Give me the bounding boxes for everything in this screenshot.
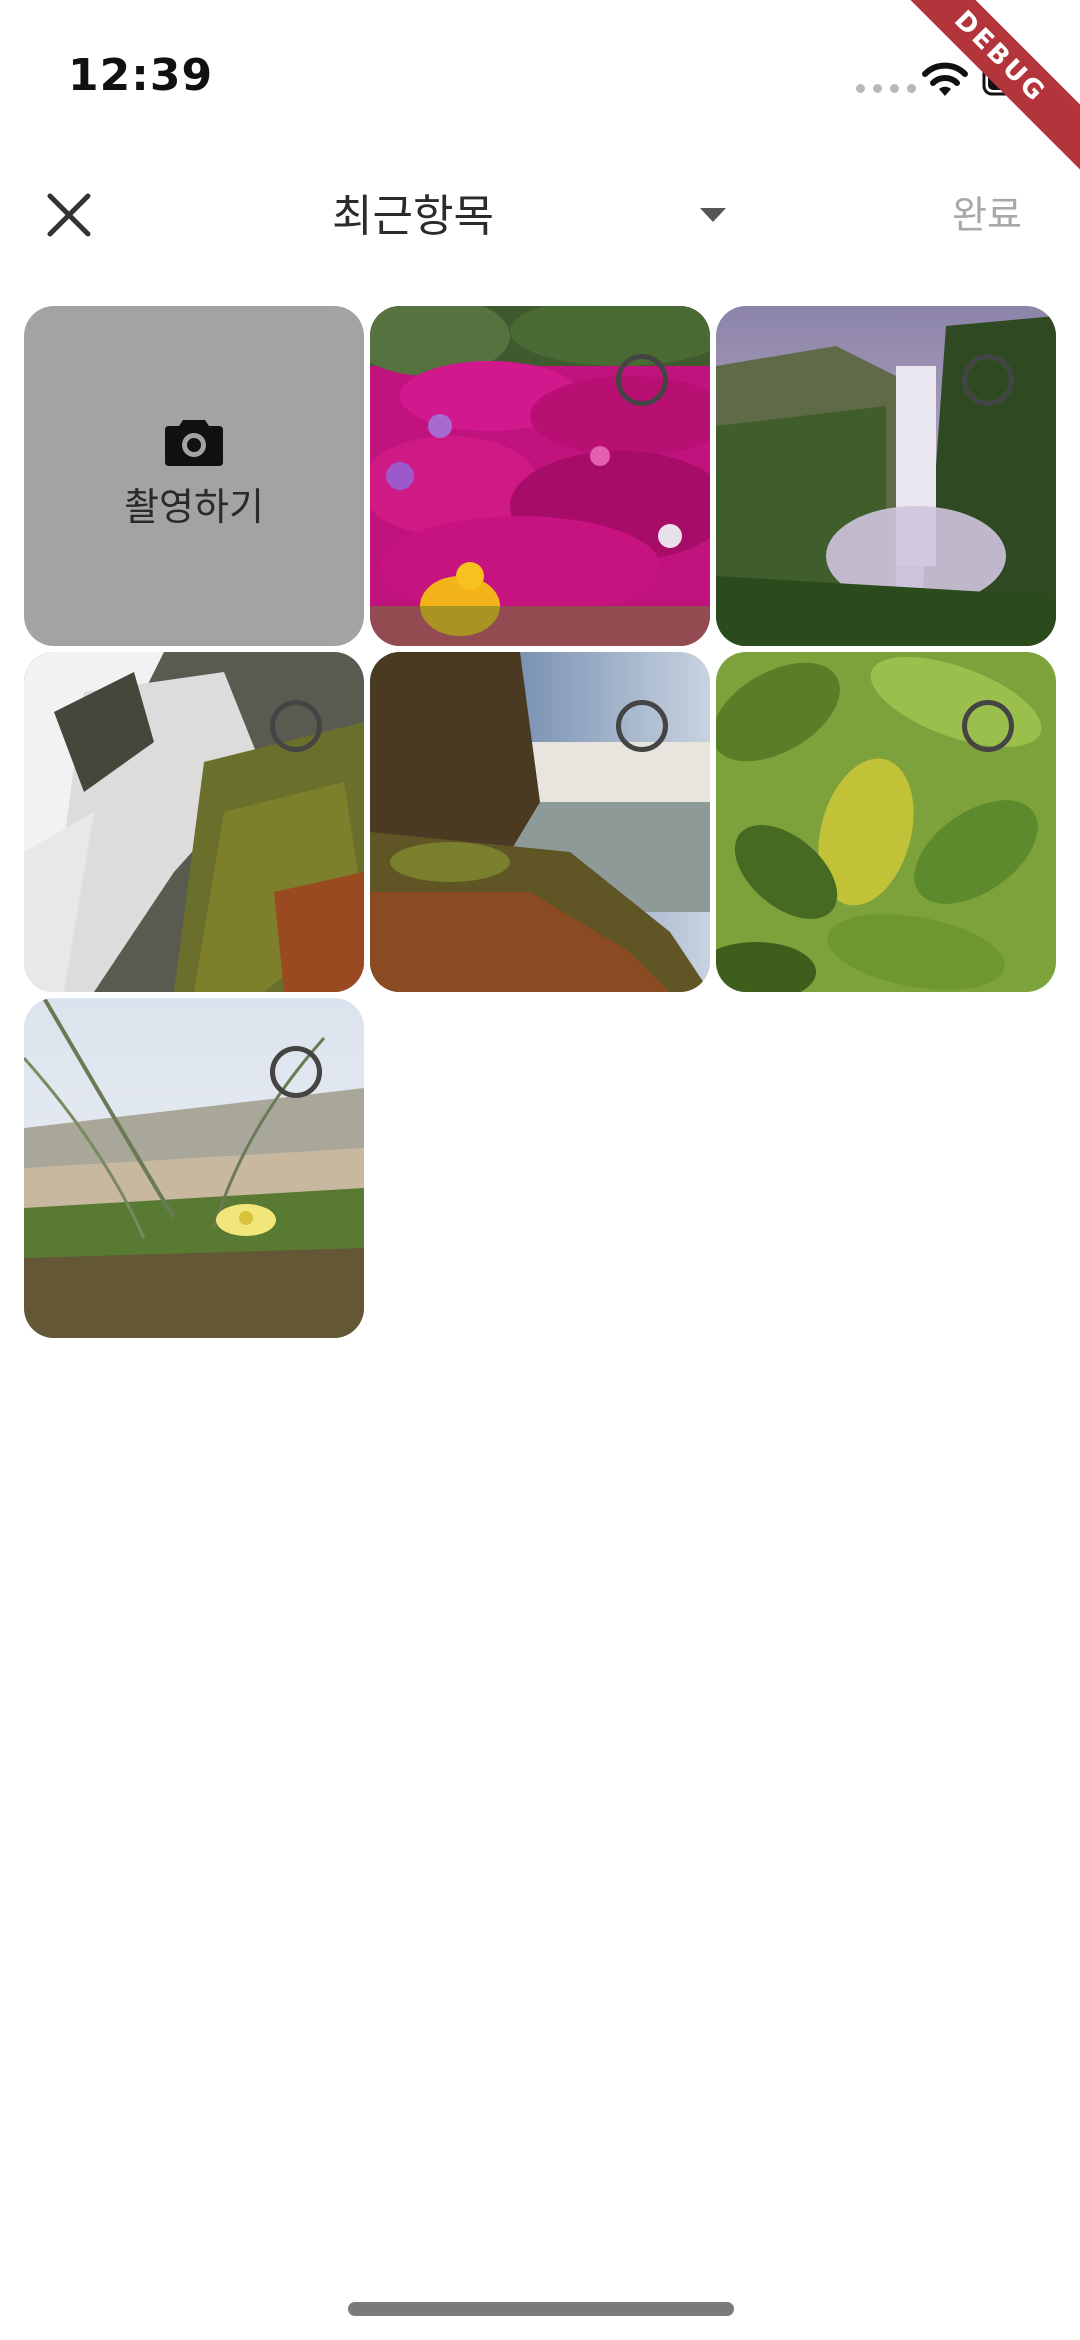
photo-thumbnail[interactable] [370,306,710,646]
camera-icon [165,419,223,466]
wifi-icon [922,62,968,96]
photo-thumbnail[interactable] [716,306,1056,646]
photo-mossy-waterfall-image [24,652,364,992]
photo-thumbnail[interactable] [716,652,1056,992]
select-circle[interactable] [270,1046,322,1098]
camera-tile-label: 촬영하기 [124,484,264,529]
photo-waterfall-valley-image [716,306,1056,646]
photo-thumbnail[interactable] [24,998,364,1338]
photo-flowers-image [370,306,710,646]
photo-green-leaves-image [716,652,1056,992]
close-button[interactable] [36,182,102,248]
photo-thumbnail[interactable] [24,652,364,992]
select-circle[interactable] [962,700,1014,752]
home-indicator[interactable] [348,2302,734,2316]
done-button[interactable]: 완료 [952,193,1022,237]
status-bar: 12:39 [0,0,1080,150]
select-circle[interactable] [270,700,322,752]
album-header: 최근항목 완료 [0,160,1080,270]
battery-icon [982,62,1046,96]
album-title[interactable]: 최근항목 [332,191,494,242]
select-circle[interactable] [616,354,668,406]
status-time: 12:39 [68,50,214,101]
select-circle[interactable] [962,354,1014,406]
select-circle[interactable] [616,700,668,752]
photo-rocky-shore-waterfall-image [370,652,710,992]
camera-capture-tile[interactable]: 촬영하기 [24,306,364,646]
close-icon [47,193,91,237]
photo-grid: 촬영하기 [24,306,1056,1338]
caret-down-icon[interactable] [690,200,736,230]
cellular-dots-icon [856,84,916,93]
photo-yellow-flower-image [24,998,364,1338]
photo-thumbnail[interactable] [370,652,710,992]
